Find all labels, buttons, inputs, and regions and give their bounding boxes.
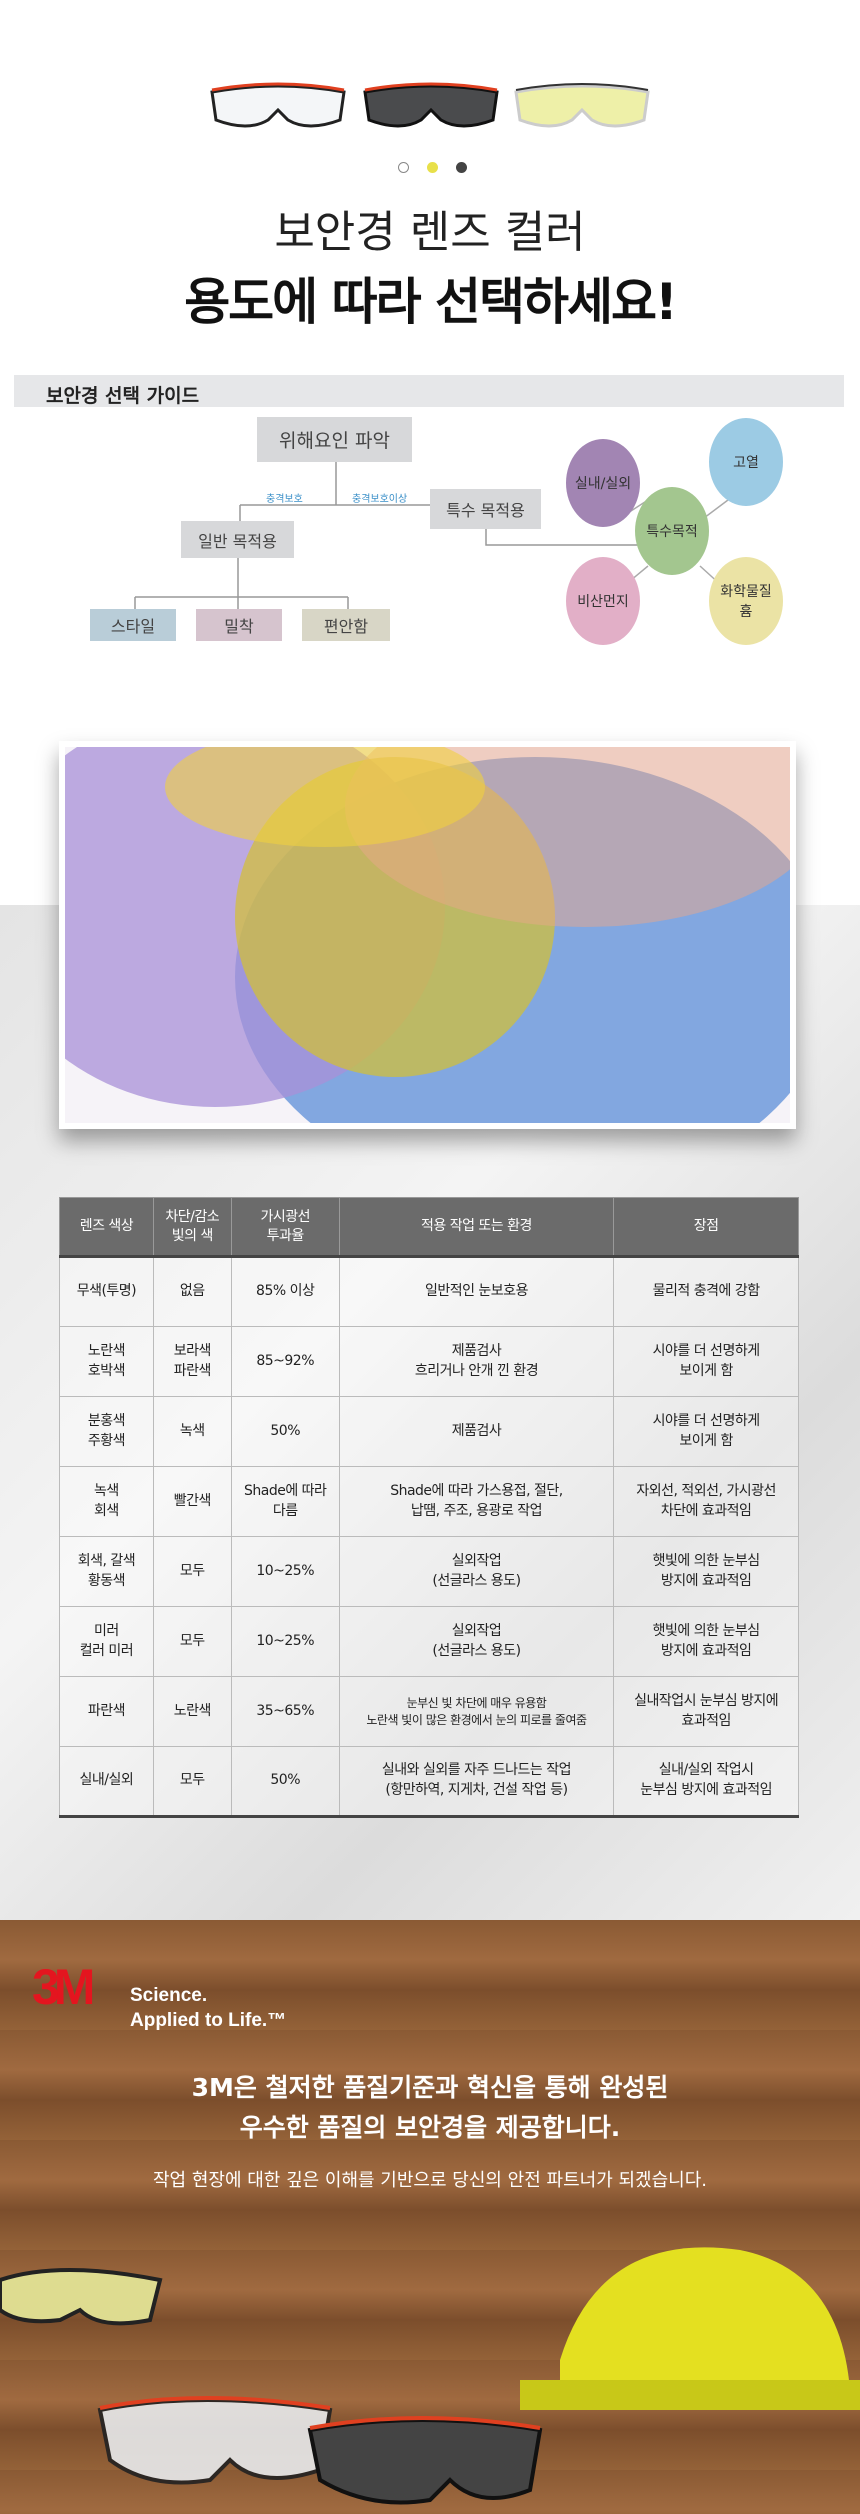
table-row: 분홍색 주황색 녹색 50% 제품검사 시야를 더 선명하게 보이게 함 [59, 1396, 799, 1467]
cell-lens-color: 분홍색 주황색 [59, 1396, 154, 1467]
table-header-row: 렌즈 색상 차단/감소 빛의 색 가시광선 투과율 적용 작업 또는 환경 장점 [59, 1197, 799, 1258]
cell-advantage: 시야를 더 선명하게 보이게 함 [613, 1396, 799, 1467]
table-row: 파란색 노란색 35~65% 눈부신 빛 차단에 매우 유용함 노란색 빛이 많은 환… [59, 1676, 799, 1747]
cell-blocked-light: 노란색 [152, 1676, 232, 1747]
hard-hat-icon [560, 2247, 850, 2390]
cell-transmittance: Shade에 따라 다름 [230, 1466, 340, 1537]
hero-title-line1: 보안경 렌즈 컬러 [274, 207, 586, 258]
guide-heading: 보안경 선택 가이드 [46, 385, 200, 407]
cell-transmittance: 50% [230, 1396, 340, 1467]
carousel-dot-1[interactable] [398, 162, 409, 173]
cell-application: 눈부신 빛 차단에 매우 유용함 노란색 빛이 많은 환경에서 눈의 피로를 줄… [338, 1676, 615, 1747]
glasses-clear-icon [97, 2398, 333, 2485]
cell-blocked-light: 모두 [152, 1746, 232, 1818]
guide-header: 보안경 선택 가이드 [14, 375, 844, 407]
brand-message-line1: 3M은 철저한 품질기준과 혁신을 통해 완성된 [191, 2073, 669, 2102]
guide-connectors [134, 462, 729, 609]
bubble-indoor-outdoor: 실내/실외 [566, 439, 640, 527]
yellow-lens-glasses-image [514, 83, 650, 128]
cell-transmittance: 35~65% [230, 1676, 340, 1747]
bubble-flying-dust: 비산먼지 [566, 557, 640, 645]
brand-subtext: 작업 현장에 대한 깊은 이해를 기반으로 당신의 안전 파트너가 되겠습니다. [152, 2170, 707, 2191]
bubble-high-heat: 고열 [709, 418, 783, 506]
tagline-line1: Science. [130, 1985, 208, 2006]
cell-blocked-light: 녹색 [152, 1396, 232, 1467]
cell-transmittance: 85~92% [230, 1326, 340, 1397]
safety-products-image [0, 2247, 860, 2505]
tagline-line2: Applied to Life.™ [130, 2009, 287, 2031]
cell-lens-color: 미러 컬러 미러 [59, 1606, 154, 1677]
cell-transmittance: 50% [230, 1746, 340, 1818]
glasses-gray-icon [307, 2418, 543, 2505]
clear-lens-glasses-image [210, 82, 346, 128]
table-row: 미러 컬러 미러 모두 10~25% 실외작업 (선글라스 용도) 햇빛에 의한 눈부심… [59, 1606, 799, 1677]
cell-application: 일반적인 눈보호용 [338, 1256, 615, 1327]
3m-logo: 3M [32, 1959, 96, 2015]
node-fit: 밀착 [196, 609, 282, 641]
cell-application: 실외작업 (선글라스 용도) [338, 1536, 615, 1607]
cell-lens-color: 노란색 호박색 [59, 1326, 154, 1397]
cell-transmittance: 10~25% [230, 1536, 340, 1607]
cell-blocked-light: 모두 [152, 1536, 232, 1607]
carousel-dots [398, 162, 467, 173]
cell-advantage: 시야를 더 선명하게 보이게 함 [613, 1326, 799, 1397]
cell-application: 실외작업 (선글라스 용도) [338, 1606, 615, 1677]
cell-blocked-light: 없음 [152, 1256, 232, 1327]
cell-transmittance: 10~25% [230, 1606, 340, 1677]
cell-blocked-light: 모두 [152, 1606, 232, 1677]
node-hazard-identification: 위해요인 파악 [257, 417, 412, 462]
brand-tagline: Science. Applied to Life.™ [130, 1984, 286, 2033]
gray-lens-glasses-image [363, 82, 499, 128]
carousel-dot-2[interactable] [427, 162, 438, 173]
lens-color-table: 렌즈 색상 차단/감소 빛의 색 가시광선 투과율 적용 작업 또는 환경 장점… [59, 1197, 799, 1818]
cell-advantage: 물리적 충격에 강함 [613, 1256, 799, 1327]
cell-advantage: 실내/실외 작업시 눈부심 방지에 효과적임 [613, 1746, 799, 1818]
cell-lens-color: 실내/실외 [59, 1746, 154, 1818]
cell-blocked-light: 보라색 파란색 [152, 1326, 232, 1397]
header-application: 적용 작업 또는 환경 [338, 1197, 615, 1258]
cell-application: 실내와 실외를 자주 드나드는 작업 (항만하역, 지게차, 건설 작업 등) [338, 1746, 615, 1818]
cell-application: 제품검사 [338, 1396, 615, 1467]
glasses-yellow-icon [0, 2268, 163, 2326]
header-blocked-light: 차단/감소 빛의 색 [152, 1197, 232, 1258]
cell-blocked-light: 빨간색 [152, 1466, 232, 1537]
table-row: 노란색 호박색 보라색 파란색 85~92% 제품검사 흐리거나 안개 낀 환경 시야를… [59, 1326, 799, 1397]
brand-message-line2: 우수한 품질의 보안경을 제공합니다. [239, 2113, 621, 2142]
table-row: 회색, 갈색 황동색 모두 10~25% 실외작업 (선글라스 용도) 햇빛에 의한 눈… [59, 1536, 799, 1607]
label-impact-protection: 충격보호 [266, 494, 303, 505]
cell-lens-color: 회색, 갈색 황동색 [59, 1536, 154, 1607]
bubble-chemical-fumes: 화학물질 흄 [709, 557, 783, 645]
table-row: 무색(투명) 없음 85% 이상 일반적인 눈보호용 물리적 충격에 강함 [59, 1256, 799, 1327]
bubble-special-purpose: 특수목적 [635, 487, 709, 575]
node-style: 스타일 [90, 609, 176, 641]
cell-application: Shade에 따라 가스용접, 절단, 납땜, 주조, 용광로 작업 [338, 1466, 615, 1537]
table-row: 녹색 회색 빨간색 Shade에 따라 다름 Shade에 따라 가스용접, 절단, … [59, 1466, 799, 1537]
cell-lens-color: 무색(투명) [59, 1256, 154, 1327]
lens-color-photo [59, 741, 796, 1129]
cell-transmittance: 85% 이상 [230, 1256, 340, 1327]
header-lens-color: 렌즈 색상 [59, 1197, 154, 1258]
cell-application: 제품검사 흐리거나 안개 낀 환경 [338, 1326, 615, 1397]
carousel-dot-3[interactable] [456, 162, 467, 173]
node-special-purpose: 특수 목적용 [430, 489, 541, 529]
cell-advantage: 실내작업시 눈부심 방지에 효과적임 [613, 1676, 799, 1747]
cell-lens-color: 파란색 [59, 1676, 154, 1747]
label-beyond-impact-protection: 충격보호이상 [352, 494, 408, 505]
cell-lens-color: 녹색 회색 [59, 1466, 154, 1537]
table-row: 실내/실외 모두 50% 실내와 실외를 자주 드나드는 작업 (항만하역, 지게차,… [59, 1746, 799, 1818]
node-general-purpose: 일반 목적용 [181, 521, 294, 558]
cell-advantage: 햇빛에 의한 눈부심 방지에 효과적임 [613, 1536, 799, 1607]
node-comfort: 편안함 [302, 609, 390, 641]
cell-advantage: 자외선, 적외선, 가시광선 차단에 효과적임 [613, 1466, 799, 1537]
header-transmittance: 가시광선 투과율 [230, 1197, 340, 1258]
cell-advantage: 햇빛에 의한 눈부심 방지에 효과적임 [613, 1606, 799, 1677]
hero-title-line2: 용도에 따라 선택하세요! [184, 273, 678, 331]
header-advantage: 장점 [613, 1197, 799, 1258]
